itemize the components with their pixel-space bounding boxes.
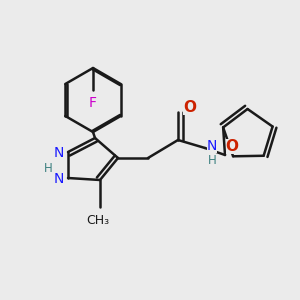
Text: F: F bbox=[89, 96, 97, 110]
Text: N: N bbox=[207, 139, 217, 153]
Text: H: H bbox=[208, 154, 217, 166]
Text: CH₃: CH₃ bbox=[86, 214, 110, 227]
Text: O: O bbox=[226, 139, 238, 154]
Text: O: O bbox=[183, 100, 196, 115]
Text: N: N bbox=[54, 146, 64, 160]
Text: N: N bbox=[54, 172, 64, 186]
Text: H: H bbox=[44, 161, 52, 175]
